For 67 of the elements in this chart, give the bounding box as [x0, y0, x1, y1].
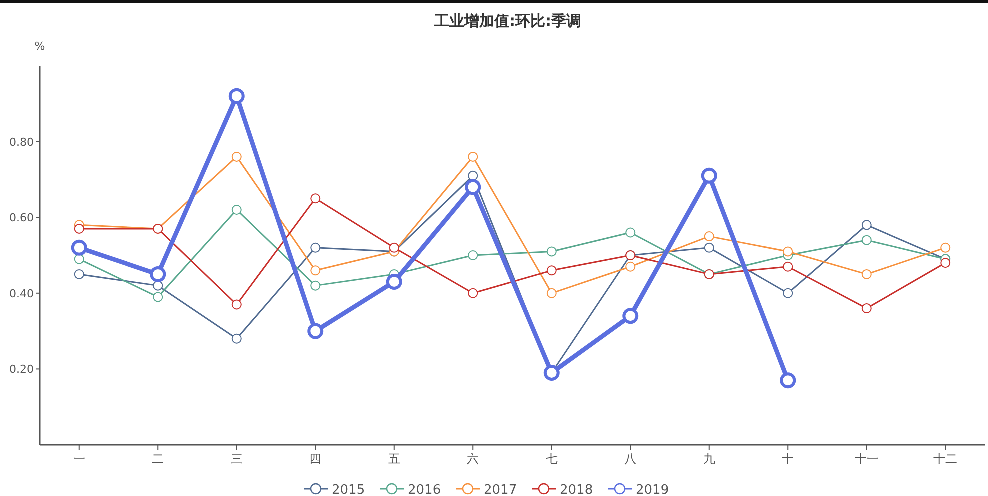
- point: [465, 179, 482, 196]
- point: [783, 262, 794, 272]
- y-tick-label: 0.80: [10, 136, 34, 149]
- legend-label: 2019: [636, 483, 670, 496]
- point: [310, 242, 321, 253]
- point: [468, 288, 478, 298]
- x-tick-label: 八: [624, 452, 637, 466]
- point: [940, 242, 951, 253]
- legend-label: 2017: [484, 483, 518, 496]
- point: [228, 88, 245, 104]
- y-tick-label: 0.20: [10, 363, 34, 376]
- point: [704, 242, 714, 253]
- point: [150, 266, 166, 282]
- point: [701, 168, 718, 184]
- point: [308, 323, 324, 340]
- x-tick-label: 五: [388, 452, 400, 466]
- legend-label: 2015: [332, 483, 366, 496]
- point: [862, 235, 872, 246]
- y-tick-label: 0.40: [10, 287, 34, 300]
- chart-title: 工业增加值:环比:季调: [434, 12, 582, 30]
- point: [546, 288, 557, 298]
- point: [74, 269, 84, 280]
- x-tick-label: 一: [73, 452, 86, 466]
- point: [544, 364, 560, 381]
- point: [862, 304, 872, 314]
- point: [232, 334, 242, 344]
- x-tick-label: 六: [467, 452, 480, 466]
- point: [862, 220, 872, 230]
- x-tick-label: 十二: [934, 452, 958, 466]
- y-axis-title: %: [34, 40, 46, 53]
- point: [704, 232, 714, 242]
- point: [74, 224, 84, 234]
- point: [780, 372, 796, 389]
- point: [468, 170, 478, 181]
- x-tick-label: 三: [230, 452, 243, 466]
- point: [232, 152, 242, 162]
- point: [153, 292, 164, 302]
- point: [389, 242, 400, 253]
- point: [310, 280, 321, 291]
- point: [546, 266, 557, 276]
- legend-label: 2018: [560, 483, 594, 496]
- point: [783, 246, 794, 257]
- point: [783, 288, 794, 298]
- point: [468, 250, 478, 260]
- point: [468, 152, 478, 162]
- x-tick-label: 四: [310, 452, 322, 466]
- point: [71, 240, 88, 256]
- x-tick-label: 九: [703, 452, 716, 466]
- point: [153, 280, 164, 291]
- x-tick-label: 二: [152, 452, 164, 466]
- point: [862, 269, 872, 280]
- x-tick-label: 十: [782, 452, 794, 466]
- point: [310, 194, 321, 204]
- point: [232, 205, 242, 216]
- point: [74, 254, 84, 264]
- point: [626, 262, 636, 272]
- point: [310, 266, 321, 276]
- point: [386, 274, 402, 290]
- y-tick-label: 0.60: [10, 212, 34, 225]
- x-tick-label: 七: [546, 452, 558, 466]
- x-tick-label: 十一: [854, 452, 879, 466]
- legend-label: 2016: [408, 483, 442, 496]
- point: [940, 258, 951, 268]
- point: [546, 246, 557, 257]
- point: [626, 228, 636, 238]
- point: [232, 300, 242, 310]
- point: [622, 308, 639, 324]
